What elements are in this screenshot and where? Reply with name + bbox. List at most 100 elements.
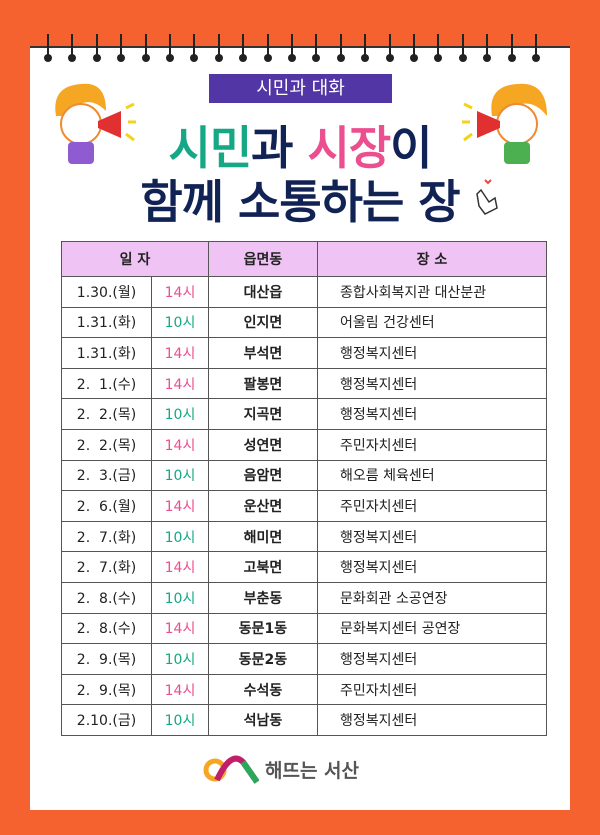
table-row: 1.31.(화) 14시 부석면 행정복지센터 bbox=[61, 337, 547, 369]
binding-ring bbox=[336, 34, 345, 64]
cell-date: 2. 8.(수) bbox=[61, 581, 152, 614]
title-line-1: 시민과 시장이 bbox=[0, 112, 600, 178]
cell-time: 14시 bbox=[151, 367, 209, 400]
cell-date: 2. 7.(화) bbox=[61, 520, 152, 553]
cell-date: 1.31.(화) bbox=[61, 306, 152, 339]
cell-date: 2. 8.(수) bbox=[61, 612, 152, 645]
cell-date: 1.30.(월) bbox=[61, 276, 152, 308]
binding-ring bbox=[507, 34, 516, 64]
cell-time: 10시 bbox=[151, 459, 209, 492]
cell-time: 10시 bbox=[151, 520, 209, 553]
binding-ring bbox=[263, 34, 272, 64]
title-line-2-text: 함께 소통하는 장 bbox=[140, 175, 460, 229]
binding-ring bbox=[312, 34, 321, 64]
binding-ring bbox=[117, 34, 126, 64]
cell-time: 10시 bbox=[151, 398, 209, 430]
table-row: 2. 2.(목) 14시 성연면 주민자치센터 bbox=[61, 428, 547, 461]
binding-ring bbox=[92, 34, 101, 64]
cell-town: 석남동 bbox=[208, 704, 318, 736]
title-line-2: 함께 소통하는 장 bbox=[0, 166, 600, 232]
cell-town: 부석면 bbox=[208, 337, 318, 369]
cell-time: 14시 bbox=[151, 551, 209, 583]
cell-place: 어울림 건강센터 bbox=[317, 306, 547, 339]
binding-ring bbox=[288, 34, 296, 64]
table-row: 2. 9.(목) 10시 동문2동 행정복지센터 bbox=[61, 643, 547, 675]
table-row: 2. 6.(월) 14시 운산면 주민자치센터 bbox=[61, 490, 547, 522]
cell-time: 10시 bbox=[151, 306, 209, 339]
header-date: 일 자 bbox=[61, 241, 209, 277]
cell-time: 10시 bbox=[151, 581, 209, 614]
binding-ring bbox=[532, 34, 540, 64]
cell-date: 2. 9.(목) bbox=[61, 673, 152, 706]
cell-date: 2. 1.(수) bbox=[61, 367, 152, 400]
cell-town: 동문2동 bbox=[208, 643, 318, 675]
cell-place: 행정복지센터 bbox=[317, 704, 547, 736]
cell-town: 해미면 bbox=[208, 520, 318, 553]
cell-town: 운산면 bbox=[208, 490, 318, 522]
binding-ring bbox=[483, 34, 492, 64]
cell-town: 대산읍 bbox=[208, 276, 318, 308]
cell-place: 주민자치센터 bbox=[317, 428, 547, 461]
title-citizen: 시민 bbox=[168, 121, 253, 175]
cell-place: 행정복지센터 bbox=[317, 337, 547, 369]
cell-time: 14시 bbox=[151, 673, 209, 706]
table-row: 2. 8.(수) 14시 동문1동 문화복지센터 공연장 bbox=[61, 612, 547, 645]
cell-town: 팔봉면 bbox=[208, 367, 318, 400]
table-row: 2. 1.(수) 14시 팔봉면 행정복지센터 bbox=[61, 367, 547, 400]
cell-date: 2. 2.(목) bbox=[61, 398, 152, 430]
binding-ring bbox=[361, 34, 370, 64]
cell-place: 문화회관 소공연장 bbox=[317, 581, 547, 614]
cell-town: 부춘동 bbox=[208, 581, 318, 614]
cell-place: 종합사회복지관 대산분관 bbox=[317, 276, 547, 308]
cell-town: 고북면 bbox=[208, 551, 318, 583]
logo-text: 해뜨는 서산 bbox=[265, 759, 360, 782]
table-row: 1.30.(월) 14시 대산읍 종합사회복지관 대산분관 bbox=[61, 276, 547, 308]
table-row: 2. 3.(금) 10시 음암면 해오름 체육센터 bbox=[61, 459, 547, 492]
mascot-right-megaphone-icon bbox=[462, 83, 547, 164]
title-mayor: 시장 bbox=[307, 121, 392, 175]
cell-time: 10시 bbox=[151, 704, 209, 736]
cell-place: 행정복지센터 bbox=[317, 520, 547, 553]
cell-time: 14시 bbox=[151, 276, 209, 308]
header-place: 장 소 bbox=[317, 241, 547, 277]
binding-ring bbox=[410, 34, 418, 64]
cell-date: 2. 3.(금) bbox=[61, 459, 152, 492]
header-town: 읍면동 bbox=[208, 241, 318, 277]
cell-place: 해오름 체육센터 bbox=[317, 459, 547, 492]
table-row: 2. 2.(목) 10시 지곡면 행정복지센터 bbox=[61, 398, 547, 430]
seosan-logo-icon bbox=[203, 755, 259, 784]
mascot-left-megaphone-icon bbox=[55, 83, 136, 164]
schedule-table: 일 자 읍면동 장 소 1.30.(월) 14시 대산읍 종합사회복지관 대산분관 1.… bbox=[61, 241, 547, 736]
cell-place: 행정복지센터 bbox=[317, 643, 547, 675]
binding-ring bbox=[458, 34, 467, 64]
table-row: 2. 9.(목) 14시 수석동 주민자치센터 bbox=[61, 673, 547, 706]
binding-ring bbox=[166, 34, 174, 64]
cell-town: 성연면 bbox=[208, 428, 318, 461]
binding-ring bbox=[68, 34, 77, 64]
cell-time: 14시 bbox=[151, 428, 209, 461]
spiral-binding bbox=[44, 34, 556, 64]
cell-time: 14시 bbox=[151, 337, 209, 369]
binding-ring bbox=[141, 34, 150, 64]
cell-place: 주민자치센터 bbox=[317, 490, 547, 522]
cell-time: 14시 bbox=[151, 612, 209, 645]
binding-ring bbox=[239, 34, 248, 64]
binding-ring bbox=[434, 34, 443, 64]
cell-place: 행정복지센터 bbox=[317, 398, 547, 430]
cell-town: 인지면 bbox=[208, 306, 318, 339]
binding-ring bbox=[214, 34, 223, 64]
finger-heart-icon bbox=[476, 179, 498, 215]
cell-town: 지곡면 bbox=[208, 398, 318, 430]
table-row: 2.10.(금) 10시 석남동 행정복지센터 bbox=[61, 704, 547, 736]
cell-place: 행정복지센터 bbox=[317, 551, 547, 583]
banner-label: 시민과 대화 bbox=[209, 74, 392, 103]
cell-time: 14시 bbox=[151, 490, 209, 522]
cell-town: 수석동 bbox=[208, 673, 318, 706]
cell-date: 2.10.(금) bbox=[61, 704, 152, 736]
cell-town: 동문1동 bbox=[208, 612, 318, 645]
binding-ring bbox=[190, 34, 199, 64]
seosan-logo: 해뜨는 서산 bbox=[203, 754, 359, 784]
cell-place: 문화복지센터 공연장 bbox=[317, 612, 547, 645]
cell-date: 1.31.(화) bbox=[61, 337, 152, 369]
cell-date: 2. 6.(월) bbox=[61, 490, 152, 522]
